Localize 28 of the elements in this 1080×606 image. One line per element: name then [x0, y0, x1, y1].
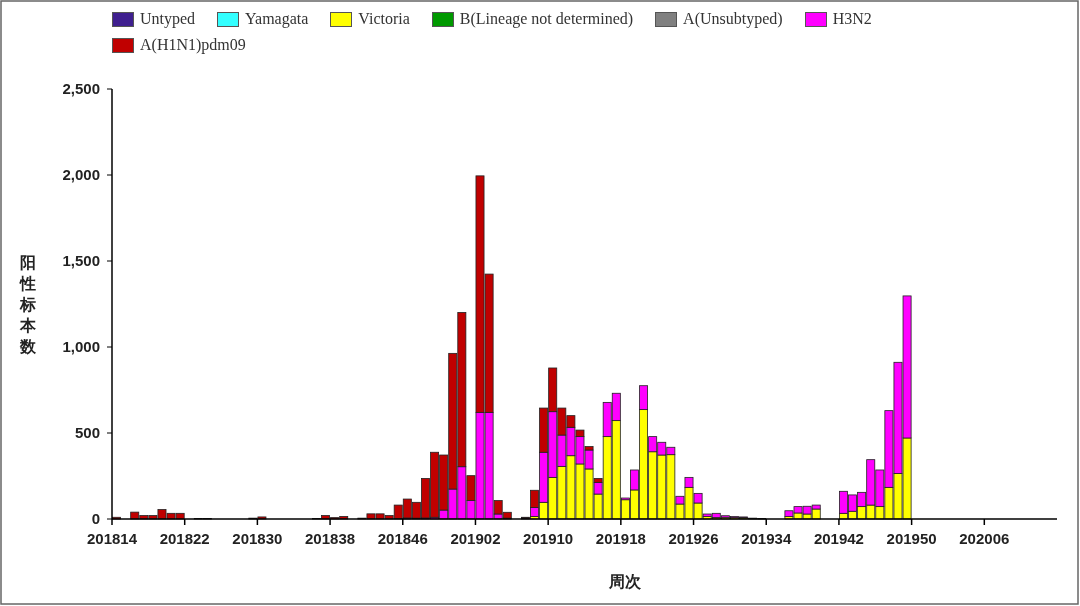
- y-axis-title: 阳性标本数: [19, 253, 37, 356]
- y-tick-label: 0: [91, 510, 100, 527]
- legend-label: A(Unsubtyped): [683, 10, 783, 28]
- x-tick-label: 201902: [450, 530, 501, 547]
- x-tick-label: 201950: [886, 530, 937, 547]
- x-tick-label: 201846: [377, 530, 428, 547]
- x-tick-label: 201838: [305, 530, 356, 547]
- legend-label: Victoria: [358, 10, 410, 28]
- y-tick-label: 1,500: [62, 252, 100, 269]
- x-tick-label: 201918: [595, 530, 646, 547]
- legend-label: H3N2: [832, 10, 872, 28]
- x-axis-title: 周次: [607, 572, 642, 591]
- x-tick-label: 201830: [232, 530, 283, 547]
- legend-label: B(Lineage not determined): [459, 10, 634, 28]
- x-tick-label: 202006: [959, 530, 1010, 547]
- x-tick-label: 201926: [668, 530, 719, 547]
- x-tick-label: 201822: [159, 530, 210, 547]
- y-tick-label: 2,500: [62, 80, 100, 97]
- x-tick-label: 201934: [741, 530, 792, 547]
- y-tick-label: 1,000: [62, 338, 100, 355]
- y-tick-label: 500: [74, 424, 100, 441]
- legend-label: A(H1N1)pdm09: [140, 36, 246, 54]
- legend-label: Untyped: [140, 10, 196, 28]
- x-tick-label: 201910: [523, 530, 574, 547]
- legend-label: Yamagata: [245, 10, 309, 28]
- x-tick-label: 201942: [813, 530, 864, 547]
- x-tick-label: 201814: [86, 530, 138, 547]
- y-tick-label: 2,000: [62, 166, 100, 183]
